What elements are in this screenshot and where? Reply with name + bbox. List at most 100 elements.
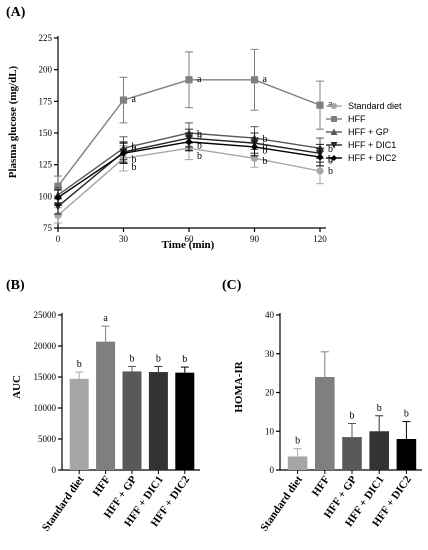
category-label-b: Standard diet <box>40 474 87 534</box>
significance-label-c: b <box>377 403 382 414</box>
legend-label: HFF + GP <box>348 127 389 137</box>
significance-label: b <box>132 162 137 173</box>
significance-label: b <box>328 156 333 167</box>
category-label-c: Standard diet <box>258 474 305 534</box>
significance-label: b <box>263 134 268 145</box>
y-tick-label-c: 40 <box>265 310 275 320</box>
legend-item: HFF + DIC2 <box>326 153 396 163</box>
significance-label: a <box>328 99 333 110</box>
significance-label-b: b <box>77 359 82 370</box>
y-axis-label-b: AUC <box>11 375 23 399</box>
significance-label: b <box>263 146 268 157</box>
y-axis-label-a: Plasma glucose (mg/dL) <box>7 65 19 178</box>
significance-label-b: a <box>103 313 108 324</box>
significance-label: b <box>197 151 202 162</box>
x-axis-label-a: Time (min) <box>162 239 215 251</box>
y-tick-label-b: 0 <box>52 465 57 475</box>
marker-diamond <box>54 194 62 202</box>
bar-b <box>175 372 195 470</box>
marker-square <box>119 96 128 104</box>
bar-b <box>122 371 142 470</box>
y-tick-label-a: 150 <box>39 128 53 138</box>
y-axis-label-c: HOMA-IR <box>233 360 245 412</box>
significance-label: b <box>328 154 333 165</box>
significance-label: b <box>197 129 202 140</box>
legend-item: Standard diet <box>326 101 402 111</box>
y-tick-label-b: 20000 <box>34 341 57 351</box>
series-hff: a a a a <box>54 48 333 197</box>
legend-item: HFF <box>326 114 366 124</box>
legend-item: HFF + DIC1 <box>326 140 396 150</box>
y-tick-label-a: 100 <box>39 191 53 201</box>
y-tick-label-b: 15000 <box>34 372 57 382</box>
significance-label-b: b <box>130 353 135 364</box>
series-hff-dic2: bb bb <box>54 132 333 206</box>
marker-diamond <box>185 138 193 146</box>
y-tick-label-c: 30 <box>265 349 275 359</box>
significance-label: a <box>197 74 202 85</box>
significance-label: b <box>328 144 333 155</box>
bar-c <box>315 377 335 470</box>
significance-label: b <box>263 156 268 167</box>
bar-c <box>342 437 362 470</box>
marker-triangle-down <box>330 142 338 149</box>
significance-label-c: b <box>350 411 355 422</box>
marker-triangle-up <box>330 128 338 135</box>
significance-label-c: b <box>295 436 300 447</box>
y-tick-label-c: 0 <box>270 465 275 475</box>
y-tick-label-c: 20 <box>265 388 275 398</box>
marker-square <box>331 116 337 122</box>
bar-c <box>287 456 308 470</box>
legend-label: Standard diet <box>348 101 402 111</box>
significance-label-c: b <box>404 409 409 420</box>
significance-label: b <box>132 141 137 152</box>
auc-bar-chart: (B) AUC 0 5000 10000 15000 20000 25000 b Stand… <box>6 278 200 534</box>
y-tick-label-a: 200 <box>39 65 53 75</box>
bar-b <box>69 378 89 470</box>
y-tick-label-a: 125 <box>39 160 53 170</box>
significance-label: b <box>263 141 268 152</box>
legend-label: HFF <box>348 114 366 124</box>
x-tick-label-a: 0 <box>56 234 61 244</box>
significance-label-b: b <box>156 353 161 364</box>
homa-ir-bar-chart: (C) HOMA-IR 0 10 20 30 40 b Standard diet HFF b… <box>222 278 422 534</box>
significance-label: b <box>197 131 202 142</box>
significance-label: a <box>132 94 137 105</box>
bar-b <box>96 341 116 470</box>
marker-square <box>54 182 62 190</box>
marker-diamond <box>331 155 337 161</box>
panel-label-a: (A) <box>6 5 26 20</box>
significance-label: b <box>328 166 333 177</box>
y-tick-label-b: 25000 <box>34 310 57 320</box>
bar-b <box>148 372 168 470</box>
significance-label: b <box>132 154 137 165</box>
category-label-b: HFF <box>91 474 114 499</box>
marker-diamond <box>316 153 324 161</box>
marker-diamond <box>250 143 259 151</box>
y-tick-label-c: 10 <box>265 426 275 436</box>
x-tick-label-a: 60 <box>185 234 195 244</box>
glucose-line-chart: (A) Plasma glucose (mg/dL) Time (min) 75… <box>6 5 402 251</box>
y-tick-label-b: 5000 <box>38 434 57 444</box>
x-tick-label-a: 120 <box>313 234 327 244</box>
legend-label: HFF + DIC1 <box>348 140 396 150</box>
y-tick-label-b: 10000 <box>34 403 57 413</box>
significance-label: a <box>263 74 268 85</box>
significance-label-b: b <box>182 354 187 365</box>
panel-label-c: (C) <box>222 278 242 293</box>
marker-circle <box>316 167 324 175</box>
significance-label: b <box>197 141 202 152</box>
series-hff-gp: bb bb <box>54 122 333 204</box>
marker-diamond <box>119 149 128 157</box>
y-tick-label-a: 175 <box>39 96 53 106</box>
marker-square <box>185 76 193 84</box>
marker-square <box>316 101 324 109</box>
marker-square <box>250 76 259 84</box>
bar-c <box>396 439 417 470</box>
y-tick-label-a: 75 <box>43 223 53 233</box>
legend-label: HFF + DIC2 <box>348 153 396 163</box>
marker-circle <box>331 103 337 109</box>
x-tick-label-a: 90 <box>250 234 260 244</box>
